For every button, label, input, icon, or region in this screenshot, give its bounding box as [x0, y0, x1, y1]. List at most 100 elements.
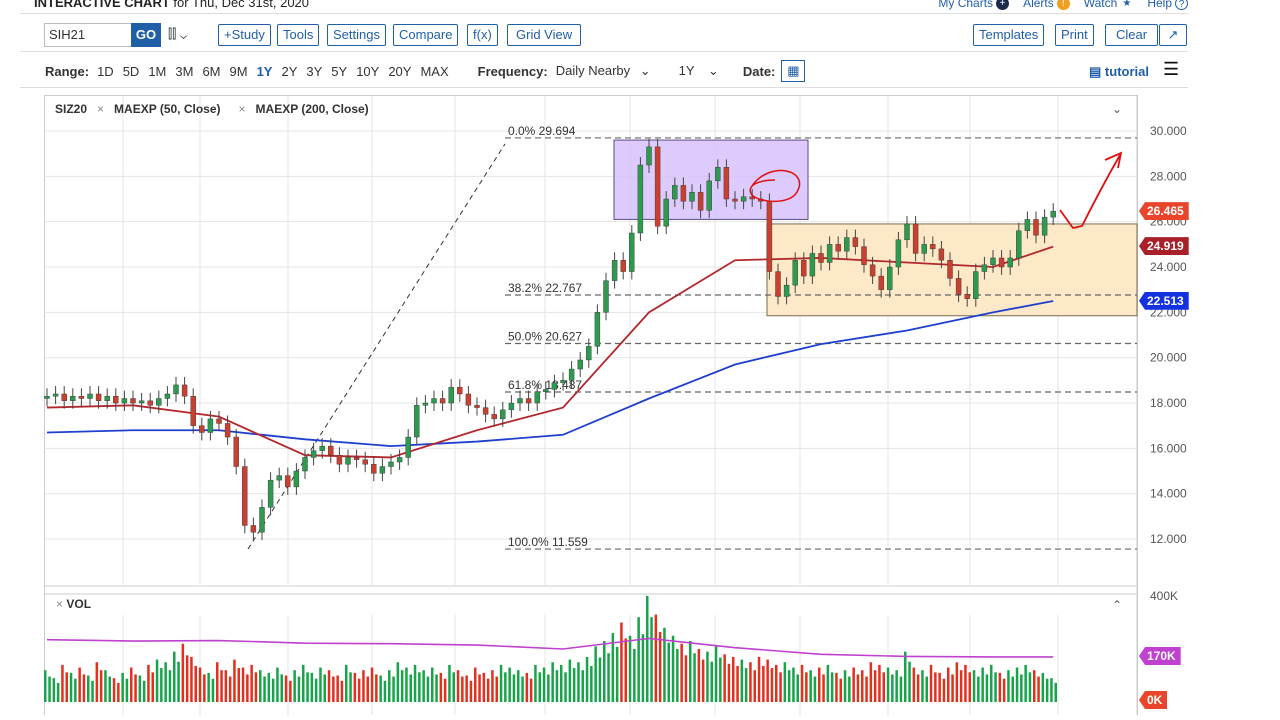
candle — [878, 275, 884, 290]
volume-bar — [770, 668, 774, 702]
volume-bar — [555, 670, 559, 702]
tools-button[interactable]: Tools — [277, 24, 320, 46]
range-option-2y[interactable]: 2Y — [281, 63, 298, 79]
volume-bar — [431, 667, 434, 702]
alerts-link[interactable]: Alerts! — [1023, 0, 1070, 11]
volume-bar — [1002, 678, 1006, 702]
tutorial-link[interactable]: ▤ tutorial — [1089, 64, 1149, 79]
candle — [887, 266, 893, 290]
volume-bar — [117, 682, 120, 702]
candle — [594, 312, 601, 347]
remove-study-icon[interactable]: × — [56, 597, 64, 611]
volume-bar — [865, 676, 868, 702]
volume-bar — [701, 659, 705, 702]
chevron-down-icon[interactable]: ⌄ — [1112, 102, 1123, 116]
volume-bar — [246, 674, 249, 702]
volume-bar — [486, 678, 490, 702]
volume-bar — [925, 676, 928, 702]
range-option-3y[interactable]: 3Y — [306, 63, 323, 79]
candle — [448, 386, 454, 404]
range-option-1m[interactable]: 1M — [148, 63, 167, 79]
range-option-5y[interactable]: 5Y — [331, 63, 348, 79]
y-tick-label: 14.000 — [1150, 487, 1187, 501]
volume-bar — [108, 676, 111, 702]
candle — [973, 271, 979, 299]
chart-type-dropdown[interactable]: ⫿⫿ ⌄ — [168, 26, 187, 42]
go-button[interactable]: GO — [131, 23, 161, 47]
settings-button[interactable]: Settings — [327, 24, 386, 46]
volume-bar — [775, 664, 778, 702]
range-option-1d[interactable]: 1D — [97, 63, 114, 79]
candle — [525, 398, 532, 404]
watch-link[interactable]: Watch ★ — [1084, 0, 1134, 10]
price-tag: 24.919 — [1139, 237, 1189, 256]
volume-bar — [207, 672, 210, 702]
candle — [680, 185, 687, 202]
remove-study-icon[interactable]: × — [238, 102, 246, 116]
volume-bar — [921, 670, 924, 702]
volume-bar — [525, 672, 529, 702]
volume-bar — [517, 670, 520, 702]
candle — [371, 464, 377, 474]
candle — [775, 271, 781, 297]
volume-bar — [263, 676, 266, 702]
volume-bar — [723, 654, 726, 702]
candle — [955, 278, 962, 295]
range-option-3m[interactable]: 3M — [175, 63, 194, 79]
clear-button[interactable]: Clear — [1105, 24, 1159, 46]
candle — [654, 146, 661, 227]
volume-bar — [972, 670, 976, 702]
grid-view-button[interactable]: Grid View — [507, 24, 582, 46]
volume-bar — [345, 664, 348, 702]
volume-bar — [822, 674, 825, 702]
chevron-up-icon[interactable]: ⌃ — [1112, 598, 1123, 612]
range-option-5d[interactable]: 5D — [122, 63, 140, 79]
volume-bar — [439, 672, 443, 702]
candle — [689, 192, 695, 202]
candle — [826, 244, 833, 263]
candle — [534, 391, 540, 404]
expand-button[interactable]: ↗ — [1159, 24, 1187, 46]
my-charts-link[interactable]: My Charts + — [938, 0, 1010, 11]
volume-bar — [448, 664, 451, 702]
compare-button[interactable]: Compare — [393, 24, 459, 46]
period-dropdown[interactable]: 1Y ⌄ — [678, 63, 719, 78]
volume-bar — [52, 678, 56, 702]
range-option-9m[interactable]: 9M — [229, 63, 248, 79]
volume-bar — [112, 678, 116, 702]
print-button[interactable]: Print — [1055, 24, 1094, 46]
candle — [319, 445, 325, 451]
range-option-20y[interactable]: 20Y — [388, 63, 412, 79]
menu-icon[interactable]: ☰ — [1163, 59, 1180, 79]
remove-study-icon[interactable]: × — [97, 102, 105, 116]
range-option-10y[interactable]: 10Y — [356, 63, 380, 79]
volume-bar — [125, 678, 129, 702]
volume-bar — [904, 651, 907, 702]
volume-bar — [121, 672, 124, 702]
range-option-6m[interactable]: 6M — [202, 63, 221, 79]
volume-bar — [254, 672, 258, 702]
candle — [285, 475, 291, 488]
volume-bar — [719, 657, 722, 702]
range-option-1y[interactable]: 1Y — [256, 63, 273, 79]
templates-button[interactable]: Templates — [973, 24, 1045, 46]
frequency-dropdown[interactable]: Daily Nearby ⌄ — [555, 63, 651, 78]
plus-icon: + — [996, 0, 1010, 11]
candle — [328, 445, 334, 456]
volume-bar — [495, 676, 498, 702]
range-option-max[interactable]: MAX — [420, 63, 449, 79]
candle — [44, 396, 50, 399]
study-button[interactable]: +Study — [218, 24, 271, 46]
calendar-button[interactable]: ▦ — [781, 60, 806, 82]
volume-bar — [1015, 667, 1019, 702]
divider — [20, 87, 1188, 88]
volume-bar — [435, 674, 438, 702]
candle — [517, 398, 523, 404]
help-link[interactable]: Help? — [1147, 0, 1188, 11]
volume-bar — [241, 667, 245, 702]
function-button[interactable]: f(x) — [467, 24, 498, 46]
volume-bar — [1054, 682, 1057, 702]
volume-bar — [168, 670, 172, 702]
volume-bar — [861, 670, 864, 702]
